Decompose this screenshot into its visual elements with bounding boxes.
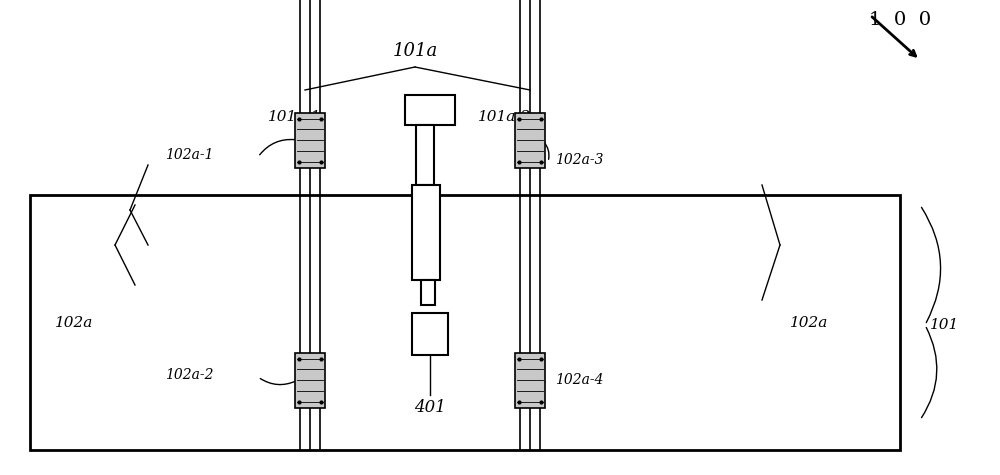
Bar bbox=[412, 313, 448, 355]
Bar bbox=[412, 185, 440, 280]
Text: 102a-3: 102a-3 bbox=[555, 153, 604, 167]
Text: 102a-1: 102a-1 bbox=[165, 148, 214, 162]
Text: 101: 101 bbox=[930, 318, 959, 332]
Text: 101a: 101a bbox=[392, 42, 438, 60]
Text: 101a-1: 101a-1 bbox=[268, 110, 322, 124]
Text: 1  0  0: 1 0 0 bbox=[869, 11, 931, 29]
Bar bbox=[405, 95, 455, 125]
Bar bbox=[295, 113, 325, 168]
Text: 102a-4: 102a-4 bbox=[555, 373, 604, 387]
Text: 102a-2: 102a-2 bbox=[165, 368, 214, 382]
Bar bbox=[515, 113, 545, 168]
Text: 102a: 102a bbox=[790, 316, 828, 330]
Bar bbox=[295, 352, 325, 408]
Text: 102a: 102a bbox=[55, 316, 93, 330]
Bar bbox=[416, 125, 434, 185]
Bar bbox=[421, 280, 435, 305]
Text: 401: 401 bbox=[414, 399, 446, 416]
Bar bbox=[30, 195, 900, 450]
Text: 101a-2: 101a-2 bbox=[478, 110, 532, 124]
Bar bbox=[515, 352, 545, 408]
